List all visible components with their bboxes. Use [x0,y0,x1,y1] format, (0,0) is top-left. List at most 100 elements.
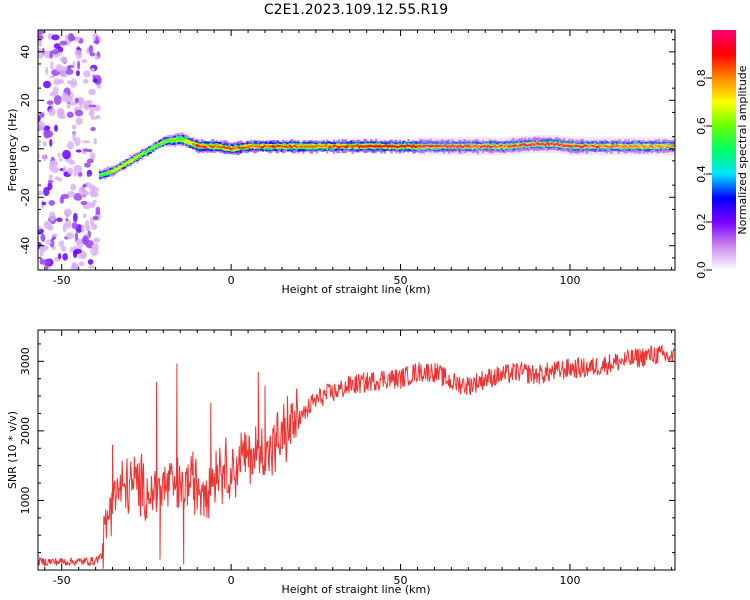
noise-speckle [38,115,41,122]
ridge-segment [287,145,290,149]
noise-speckle [69,246,74,253]
ridge-segment [121,163,124,167]
noise-speckle [45,66,49,76]
noise-speckle [53,94,62,105]
ridge-segment [417,145,420,147]
ridge-segment [261,144,264,148]
ridge-segment [505,144,508,149]
ridge-segment [600,144,603,147]
ridge-halo [437,137,442,156]
ridge-segment [315,145,319,148]
ridge-halo [630,137,635,156]
ridge-segment [624,144,627,147]
ridge-segment [244,144,247,149]
ridge-segment [629,145,632,148]
ridge-segment [525,144,529,147]
ridge-segment [129,159,132,162]
ridge-segment [220,146,224,149]
spectrogram-x-label: Height of straight line (km) [281,283,430,296]
ridge-segment [290,145,293,149]
ridge-halo [620,137,625,156]
ridge-segment [205,145,209,149]
ridge-segment [342,145,346,148]
ridge-segment [370,145,373,148]
ridge-segment [414,145,417,148]
ridge-segment [632,145,635,148]
noise-speckle [73,172,78,177]
ridge-segment [161,142,164,144]
ridge-segment [322,144,325,147]
ridge-halo [610,137,615,156]
ridge-segment [327,145,330,148]
noise-speckle [74,232,79,241]
ridge-segment [556,142,559,146]
noise-speckle [92,74,96,80]
noise-speckle [38,228,44,234]
ridge-segment [212,145,215,148]
ridge-segment [143,151,146,154]
ridge-segment [473,145,476,147]
ridge-segment [98,174,102,177]
ridge-segment [110,170,114,172]
ridge-segment [207,144,210,147]
ridge-segment [188,142,192,145]
ridge-segment [339,145,342,148]
noise-speckle [38,30,45,35]
ridge-segment [265,144,268,148]
ridge-segment [620,145,624,148]
noise-speckle [90,246,99,256]
ridge-segment [159,143,163,145]
noise-speckle [92,202,96,208]
ridge-segment [400,145,403,149]
ridge-segment [436,144,439,148]
ridge-segment [541,143,544,145]
ridge-segment [236,146,239,149]
noise-speckle [46,239,52,245]
ridge-halo [539,134,544,153]
noise-speckle [62,149,71,160]
noise-speckle [82,213,87,219]
ridge-segment [558,144,561,146]
ridge-segment [141,152,144,155]
ridge-segment [412,144,415,147]
ridge-segment [671,145,674,149]
ridge-segment [542,143,546,146]
ridge-segment [302,144,305,147]
x-tick-label: 50 [394,274,408,287]
ridge-segment [498,145,502,148]
ridge-segment [127,160,131,162]
ridge-segment [132,157,136,160]
ridge-segment [171,139,175,142]
ridge-segment [422,145,425,148]
ridge-segment [424,144,427,147]
noise-speckle [65,95,74,104]
ridge-segment [446,146,449,148]
noise-speckle [57,78,65,85]
ridge-segment [185,140,188,143]
ridge-segment [636,145,639,148]
ridge-segment [546,142,549,145]
ridge-segment [603,145,607,148]
ridge-halo [559,135,564,154]
noise-speckle [49,138,53,147]
ridge-segment [190,142,193,145]
noise-speckle [83,70,91,78]
ridge-segment [508,145,512,148]
ridge-segment [388,144,391,149]
ridge-segment [419,145,422,148]
noise-speckle [38,225,42,230]
ridge-segment [219,144,222,149]
ridge-segment [497,144,500,147]
ridge-segment [182,139,185,142]
ridge-segment [293,144,297,147]
ridge-segment [217,145,220,148]
ridge-segment [415,145,419,148]
ridge-segment [627,145,630,148]
noise-speckle [76,241,83,248]
colorbar-tick-label: 0.6 [695,117,708,135]
ridge-segment [278,145,281,148]
noise-speckle [71,124,77,130]
noise-speckle [75,149,82,153]
ridge-halo [576,137,581,156]
noise-speckle [38,139,42,144]
